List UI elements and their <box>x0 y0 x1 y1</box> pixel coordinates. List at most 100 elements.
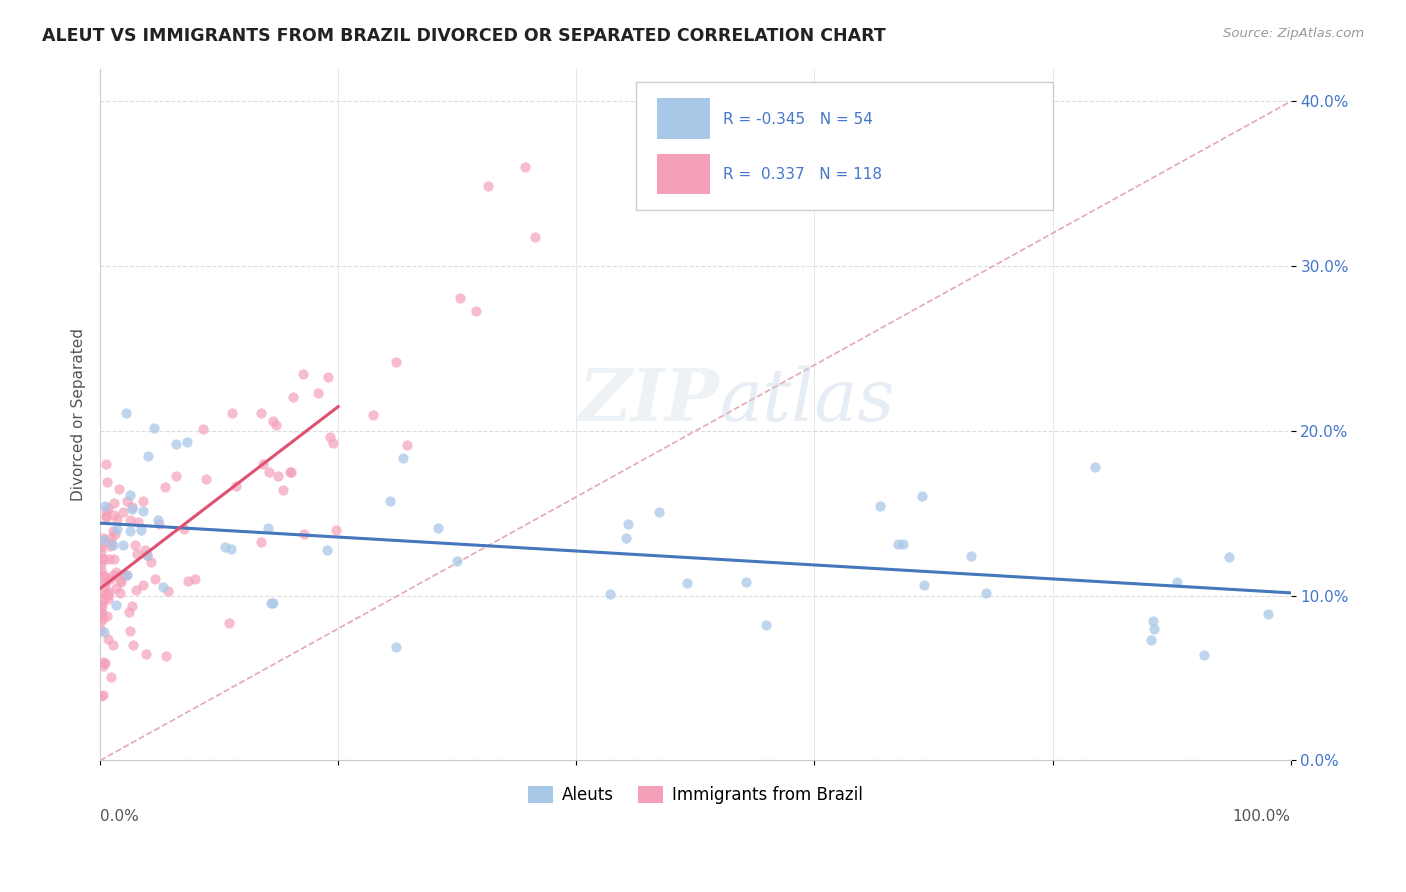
Point <box>676 576 699 591</box>
Point <box>292 527 315 541</box>
Point <box>104 526 127 541</box>
Point <box>90 545 112 559</box>
Point <box>225 479 247 493</box>
Point <box>90 557 112 571</box>
Point <box>134 542 156 557</box>
Point <box>1192 648 1215 663</box>
Point <box>250 535 273 549</box>
Point <box>155 648 177 663</box>
Point <box>1084 460 1107 475</box>
Point <box>911 489 934 503</box>
Point <box>117 605 139 619</box>
Point <box>446 554 468 568</box>
Point <box>267 469 290 483</box>
Point <box>392 450 415 465</box>
Point <box>118 524 141 539</box>
Point <box>96 609 118 624</box>
Point <box>1140 633 1163 648</box>
Point <box>135 648 157 662</box>
Point <box>93 535 115 549</box>
Point <box>94 510 117 524</box>
Point <box>118 488 141 502</box>
Point <box>115 567 138 582</box>
Point <box>93 624 115 639</box>
Point <box>91 599 114 613</box>
Point <box>90 623 112 637</box>
Point <box>129 523 152 537</box>
Point <box>316 370 339 384</box>
Point <box>1218 550 1240 565</box>
Text: 100.0%: 100.0% <box>1233 809 1291 824</box>
Text: ZIP: ZIP <box>578 365 720 436</box>
Point <box>259 596 281 610</box>
Point <box>152 580 174 594</box>
Point <box>139 555 162 569</box>
Point <box>214 541 236 555</box>
Point <box>599 587 621 601</box>
Text: Source: ZipAtlas.com: Source: ZipAtlas.com <box>1223 27 1364 40</box>
Point <box>132 578 155 592</box>
Point <box>143 572 166 586</box>
Point <box>869 499 891 513</box>
Point <box>124 538 146 552</box>
FancyBboxPatch shape <box>657 98 710 139</box>
Point <box>143 420 166 434</box>
Point <box>103 568 125 582</box>
Point <box>378 494 401 508</box>
Point <box>734 574 756 589</box>
Point <box>257 465 280 479</box>
Point <box>281 390 304 404</box>
Point <box>100 536 122 550</box>
Text: atlas: atlas <box>720 366 894 436</box>
Point <box>94 504 117 518</box>
Point <box>183 572 205 586</box>
Point <box>148 517 170 532</box>
Point <box>176 434 198 449</box>
Point <box>252 458 274 472</box>
Point <box>118 512 141 526</box>
Point <box>1142 615 1164 629</box>
Point <box>396 438 419 452</box>
Point <box>1257 607 1279 621</box>
Point <box>90 605 112 619</box>
Point <box>136 450 159 464</box>
Point <box>105 599 128 613</box>
Point <box>515 160 537 174</box>
Point <box>316 543 339 558</box>
Point <box>91 568 114 582</box>
Point <box>90 614 112 628</box>
Point <box>278 465 301 479</box>
Point <box>118 624 141 638</box>
Point <box>280 465 302 479</box>
Point <box>108 573 131 587</box>
Point <box>121 599 143 613</box>
Point <box>191 422 214 436</box>
Point <box>111 537 134 551</box>
Point <box>148 513 170 527</box>
Point <box>94 508 117 523</box>
Point <box>974 586 997 600</box>
Point <box>614 531 637 545</box>
Point <box>94 578 117 592</box>
Point <box>111 505 134 519</box>
Point <box>93 533 115 547</box>
Point <box>262 596 284 610</box>
Point <box>90 563 112 577</box>
Point <box>221 406 243 420</box>
Point <box>108 586 131 600</box>
Point <box>94 586 117 600</box>
Point <box>93 656 115 670</box>
Point <box>91 611 114 625</box>
Point <box>155 480 177 494</box>
Point <box>912 578 935 592</box>
Point <box>132 504 155 518</box>
Point <box>110 575 132 590</box>
Point <box>103 496 125 510</box>
Point <box>90 552 112 566</box>
Point <box>93 592 115 607</box>
Point <box>165 437 187 451</box>
Point <box>250 406 273 420</box>
Point <box>93 656 115 670</box>
Point <box>101 524 124 538</box>
Point <box>91 658 114 673</box>
